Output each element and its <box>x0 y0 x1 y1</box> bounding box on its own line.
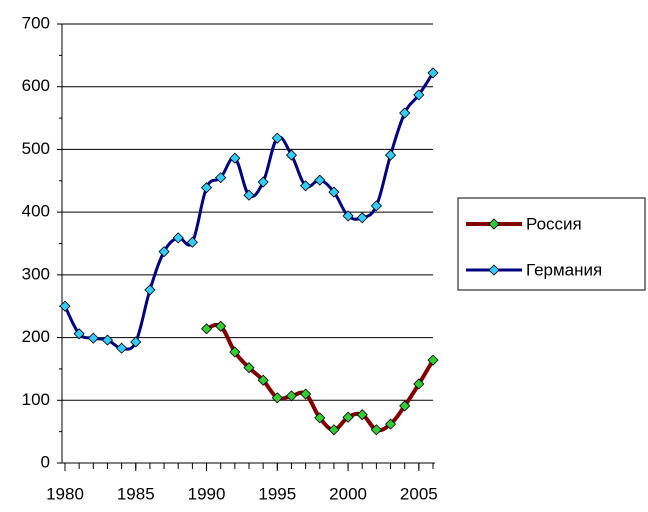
data-point <box>356 212 368 224</box>
x-tick-label: 1985 <box>117 484 155 503</box>
data-point <box>285 390 298 402</box>
data-point <box>200 323 213 335</box>
legend-label: Германия <box>526 260 602 279</box>
data-point <box>370 424 382 436</box>
x-tick-label: 1980 <box>46 484 84 503</box>
y-tick-label: 700 <box>22 13 50 32</box>
x-tick-label: 2000 <box>329 484 367 503</box>
x-tick-label: 2005 <box>400 484 438 503</box>
data-point <box>384 418 397 430</box>
y-tick-label: 100 <box>22 390 50 409</box>
data-point <box>427 354 439 366</box>
data-point <box>314 412 326 424</box>
data-point <box>271 132 283 144</box>
y-tick-label: 500 <box>22 139 50 158</box>
data-point <box>300 388 312 400</box>
y-tick-label: 300 <box>22 264 50 283</box>
data-point <box>87 332 99 344</box>
data-point <box>342 411 354 423</box>
data-point <box>413 378 425 390</box>
x-tick-label: 1990 <box>188 484 226 503</box>
y-tick-label: 0 <box>41 452 50 471</box>
data-point <box>243 362 255 374</box>
data-point <box>300 180 312 192</box>
data-point <box>342 210 354 222</box>
x-tick-label: 1995 <box>258 484 296 503</box>
legend-marker <box>488 264 500 276</box>
data-point <box>328 424 340 436</box>
data-point <box>314 174 326 186</box>
data-point <box>186 236 198 248</box>
data-point <box>427 67 439 79</box>
data-point <box>229 152 241 164</box>
data-point <box>229 346 241 358</box>
legend-marker <box>488 218 500 230</box>
data-point <box>257 176 269 188</box>
data-point <box>356 409 368 421</box>
data-point <box>413 89 425 101</box>
data-point <box>399 107 411 119</box>
data-point <box>384 149 397 161</box>
data-point <box>399 400 411 412</box>
legend: Россия Германия <box>457 197 646 291</box>
y-tick-label: 200 <box>22 327 50 346</box>
data-point <box>215 172 227 184</box>
y-tick-label: 400 <box>22 202 50 221</box>
data-point <box>271 392 283 404</box>
series-line <box>63 72 435 351</box>
data-point <box>73 328 85 340</box>
data-point <box>257 374 269 386</box>
data-point <box>130 336 142 348</box>
data-point <box>116 342 128 354</box>
data-point <box>370 200 382 212</box>
data-point <box>215 320 227 332</box>
data-point <box>200 182 213 194</box>
data-point <box>144 284 156 296</box>
y-tick-label: 600 <box>22 76 50 95</box>
data-point <box>172 232 184 244</box>
data-point <box>243 189 255 201</box>
data-point <box>101 334 114 346</box>
legend-box <box>457 197 646 291</box>
data-point <box>59 300 71 312</box>
data-point <box>285 149 298 161</box>
data-point <box>158 246 170 258</box>
data-point <box>328 186 340 198</box>
legend-label: Россия <box>526 214 582 233</box>
